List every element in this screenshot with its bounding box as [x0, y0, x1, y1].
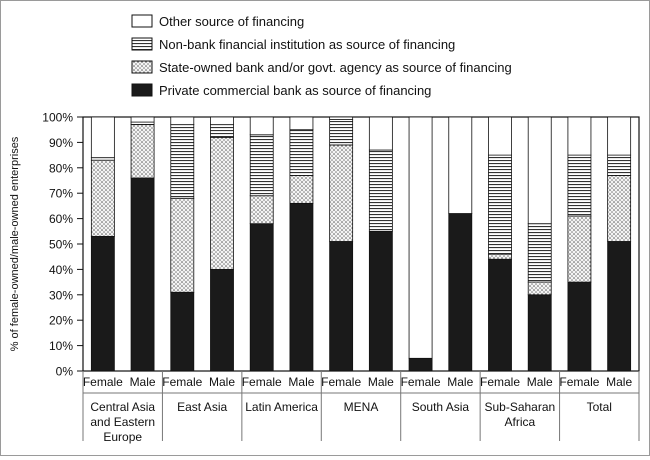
- x-tick-label: Female: [559, 375, 599, 389]
- bar-segment: [488, 116, 512, 156]
- x-tick-label: Female: [401, 375, 441, 389]
- x-tick-label: Male: [606, 375, 632, 389]
- group-label: Central Asia and Eastern Europe: [90, 400, 155, 444]
- y-tick-label: 70%: [49, 187, 73, 201]
- bar-segment: [488, 154, 512, 255]
- legend-label: Other source of financing: [159, 14, 304, 29]
- legend-label: Non-bank financial institution as source…: [159, 37, 455, 52]
- group-label: South Asia: [412, 400, 470, 414]
- legend-swatch: [131, 60, 153, 74]
- bar-segment: [289, 129, 314, 176]
- bar-segment: [289, 202, 314, 372]
- bar-segment: [368, 230, 393, 372]
- bar-segment: [448, 116, 473, 214]
- bar-segment: [289, 116, 314, 131]
- bar-segment: [527, 281, 552, 296]
- bar-segment: [249, 134, 274, 197]
- bar-segment: [170, 197, 195, 293]
- y-tick-label: 100%: [42, 111, 73, 125]
- bar-segment: [289, 175, 314, 204]
- bar-segment: [249, 223, 274, 372]
- bar-segment: [607, 241, 632, 372]
- x-tick-label: Female: [480, 375, 520, 389]
- y-axis-label: % of female-owned/male-owned enterprises: [9, 136, 21, 351]
- bar-segment: [249, 195, 274, 225]
- bar-segment: [607, 154, 632, 176]
- bar-segment: [90, 235, 115, 372]
- x-tick-label: Female: [83, 375, 123, 389]
- legend-label: Private commercial bank as source of fin…: [159, 83, 431, 98]
- x-tick-label: Female: [321, 375, 361, 389]
- bar-segment: [607, 175, 632, 242]
- y-axis: 0% 10% 20% 30% 40% 50% 60% 70% 80% 90% 100%: [42, 111, 83, 379]
- bar-segment: [249, 116, 274, 136]
- bar-segment: [567, 215, 592, 283]
- bar-segment: [329, 119, 354, 146]
- x-tick-label: Female: [162, 375, 202, 389]
- bar-segment: [527, 223, 552, 283]
- bar-segment: [170, 116, 195, 126]
- bar-segment: [567, 154, 592, 217]
- bar-segment: [408, 357, 433, 372]
- x-axis: Female Male Female Male Female Male Female Male…: [82, 371, 640, 444]
- legend-swatch: [131, 37, 153, 51]
- group-label: MENA: [344, 400, 379, 414]
- bar-segment: [607, 116, 632, 156]
- legend-swatch: [131, 83, 153, 97]
- bar-segment: [210, 136, 234, 270]
- bar-segment: [130, 177, 155, 372]
- y-tick-label: 30%: [49, 288, 73, 302]
- y-tick-label: 40%: [49, 263, 73, 277]
- bar-segment: [448, 213, 473, 372]
- y-tick-label: 10%: [49, 339, 73, 353]
- bar-segment: [329, 241, 354, 372]
- legend: Other source of financing Non-bank financ…: [131, 14, 512, 98]
- plot-frame: [82, 116, 640, 372]
- y-tick-label: 50%: [49, 238, 73, 252]
- bar-segment: [170, 291, 195, 372]
- x-tick-label: Male: [368, 375, 394, 389]
- plot-area: [82, 116, 640, 372]
- bar-segment: [90, 116, 115, 159]
- group-label: East Asia: [177, 400, 227, 414]
- y-tick-label: 90%: [49, 136, 73, 150]
- bar-segment: [408, 116, 433, 359]
- bar-segment: [527, 116, 552, 225]
- y-tick-label: 20%: [49, 314, 73, 328]
- x-tick-label: Female: [242, 375, 282, 389]
- group-label: Sub-Saharan Africa: [484, 400, 555, 429]
- legend-label: State-owned bank and/or govt. agency as …: [159, 60, 512, 75]
- bar-segment: [567, 116, 592, 156]
- bar-segment: [567, 281, 592, 372]
- bar-segment: [210, 124, 234, 138]
- bar-segment: [527, 294, 552, 372]
- legend-swatch: [131, 14, 153, 28]
- y-tick-label: 60%: [49, 212, 73, 226]
- y-tick-label: 80%: [49, 161, 73, 175]
- x-tick-label: Male: [447, 375, 473, 389]
- bar-segment: [329, 144, 354, 242]
- group-label: Total: [587, 400, 612, 414]
- bar-segment: [329, 116, 354, 120]
- group-label: Latin America: [245, 400, 318, 414]
- x-tick-label: Male: [527, 375, 553, 389]
- bar-segment: [130, 116, 155, 123]
- bar-segment: [368, 149, 393, 232]
- bar-segment: [368, 116, 393, 151]
- y-tick-label: 0%: [56, 365, 74, 379]
- x-tick-label: Male: [130, 375, 156, 389]
- bar-segment: [488, 253, 512, 260]
- bar-segment: [488, 258, 512, 372]
- bar-segment: [130, 124, 155, 179]
- x-tick-label: Male: [288, 375, 314, 389]
- bar-segment: [210, 116, 234, 126]
- bar-segment: [90, 159, 115, 237]
- bar-segment: [210, 268, 234, 372]
- bar-segment: [170, 124, 195, 199]
- x-tick-label: Male: [209, 375, 235, 389]
